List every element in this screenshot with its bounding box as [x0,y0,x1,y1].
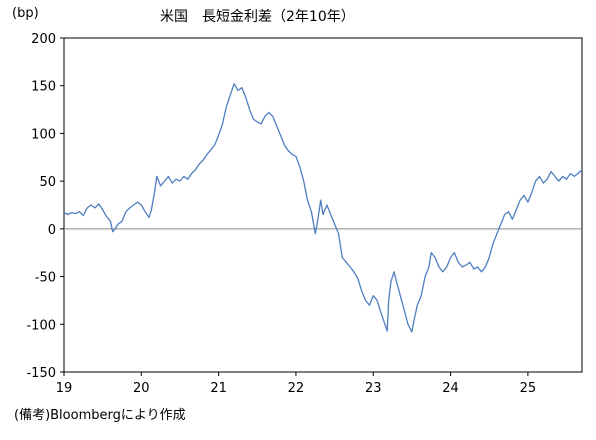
y-tick-label: -50 [35,271,56,286]
x-tick-label: 20 [133,381,150,396]
x-tick-label: 24 [442,381,459,396]
source-note: (備考)Bloombergにより作成 [14,408,186,423]
y-axis-unit-label: (bp) [12,6,39,21]
x-tick-label: 21 [210,381,227,396]
series-line-1 [63,83,583,333]
plot-area-frame [63,37,583,373]
x-tick-label: 23 [365,381,382,396]
y-tick-label: -100 [26,318,56,333]
y-tick-label: 50 [39,175,56,190]
y-tick-label: -150 [26,366,56,381]
y-tick-label: 150 [31,80,56,95]
x-tick-label: 22 [288,381,305,396]
y-tick-label: 200 [31,32,56,47]
x-tick-label: 25 [520,381,537,396]
x-tick-label: 19 [56,381,73,396]
y-tick-label: 0 [48,223,56,238]
chart-title: 米国 長短金利差（2年10年） [160,9,355,25]
y-tick-label: 100 [31,127,56,142]
